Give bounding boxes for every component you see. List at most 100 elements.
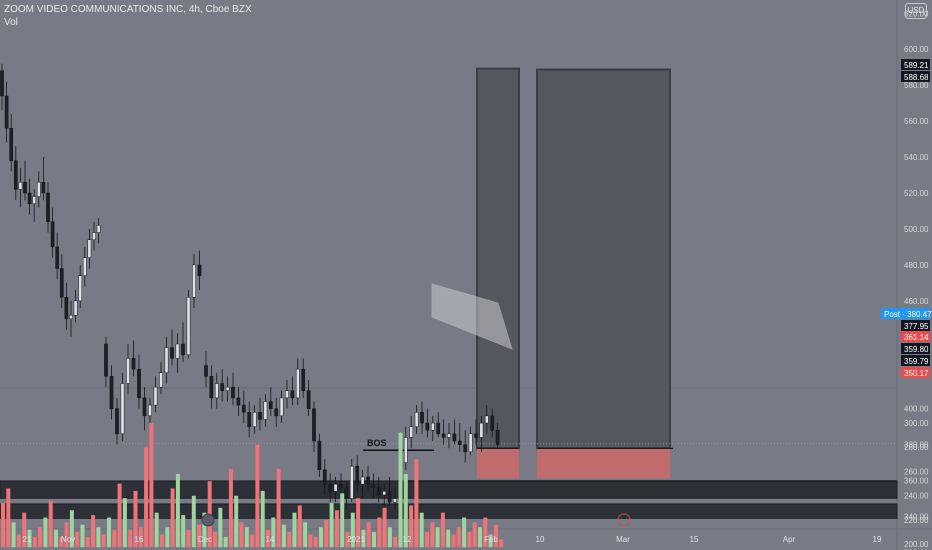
candle <box>142 397 147 417</box>
volume-bar <box>239 522 244 548</box>
volume-bar <box>48 500 53 548</box>
candle <box>420 412 424 424</box>
volume-bar <box>382 507 387 548</box>
candle <box>393 498 397 503</box>
candle <box>241 404 246 413</box>
candle <box>92 232 96 240</box>
candle <box>371 483 376 489</box>
earnings-marker-icon[interactable] <box>201 513 215 527</box>
candle <box>9 128 14 161</box>
future-earnings-icon[interactable] <box>617 513 631 527</box>
volume-bar <box>64 522 69 548</box>
volume-bar <box>398 432 403 548</box>
candle <box>322 469 327 485</box>
volume-bar <box>488 534 493 548</box>
volume-bar <box>80 524 85 548</box>
candle <box>409 426 414 438</box>
candle <box>366 476 370 485</box>
candle <box>153 386 158 406</box>
price-tick-label: 360.00 <box>904 477 929 486</box>
candle <box>495 429 500 445</box>
volume-bar <box>414 459 419 548</box>
candle <box>120 383 125 435</box>
volume-bar <box>276 469 281 548</box>
volume-bar <box>387 527 392 548</box>
volume-bar <box>499 539 504 548</box>
time-axis-label: 14 <box>266 535 275 544</box>
candle <box>479 422 484 438</box>
candle <box>474 433 478 438</box>
price-tick-label: 560.00 <box>904 117 929 126</box>
volume-bar <box>308 534 313 548</box>
candle <box>328 483 333 492</box>
price-tick-label: 340.00 <box>904 513 929 522</box>
price-tick-label: 520.00 <box>904 189 929 198</box>
volume-bar <box>324 519 329 548</box>
time-axis-label: Dec <box>198 535 212 544</box>
time-axis-label: Mar <box>616 535 630 544</box>
price-badge-label: 359.79 <box>904 357 929 366</box>
volume-bar <box>96 527 101 548</box>
candle <box>109 376 114 409</box>
candle <box>82 257 87 276</box>
price-tick-label: 480.00 <box>904 261 929 270</box>
volume-bar <box>144 447 149 548</box>
volume-bar <box>22 512 27 548</box>
volume-tick-label: 220.00 <box>904 516 929 525</box>
candle <box>87 239 92 258</box>
candle <box>312 408 316 442</box>
bos-label: BOS <box>367 438 387 448</box>
price-tick-label: 600.00 <box>904 45 929 54</box>
candle <box>225 386 230 391</box>
volume-bar <box>435 527 440 548</box>
currency-button[interactable]: USD <box>905 3 927 19</box>
candle <box>306 390 311 409</box>
volume-bar <box>27 529 32 548</box>
candle <box>159 372 163 388</box>
price-badge <box>901 331 930 342</box>
candle <box>18 181 23 190</box>
candle <box>382 491 387 496</box>
volume-bar <box>356 498 361 548</box>
time-axis-label: 15 <box>690 535 699 544</box>
volume-bar <box>493 524 498 548</box>
candle <box>126 358 130 384</box>
volume-bar <box>75 532 80 548</box>
candle <box>430 422 435 431</box>
time-axis-label: 2021 <box>347 535 365 544</box>
candle <box>333 483 338 492</box>
candle <box>164 347 169 373</box>
volume-bar <box>350 512 355 548</box>
wedge-pattern <box>431 283 513 350</box>
time-axis-label: Feb <box>484 535 498 544</box>
time-axis-label: 21 <box>23 535 32 544</box>
volume-bar <box>191 495 196 548</box>
candle <box>170 347 174 359</box>
volume-bar <box>54 529 58 548</box>
candle <box>55 246 60 269</box>
position-target-zone <box>536 68 671 450</box>
price-badge <box>901 355 930 366</box>
volume-bar <box>128 529 133 548</box>
price-tick-label: 540.00 <box>904 153 929 162</box>
volume-bar <box>69 510 74 548</box>
volume-label: Vol <box>4 17 18 28</box>
candle <box>490 415 495 431</box>
volume-bar <box>133 490 138 548</box>
volume-bar <box>329 502 334 548</box>
volume-bar <box>456 527 461 548</box>
candle <box>46 192 50 223</box>
candle <box>175 343 180 359</box>
candle <box>209 376 214 399</box>
volume-bar <box>255 444 260 548</box>
time-axis-label: 10 <box>536 535 545 544</box>
candle <box>441 433 446 438</box>
volume-bar <box>11 522 16 548</box>
position-stop-zone <box>477 448 519 479</box>
candle <box>355 465 360 485</box>
candle <box>274 408 279 417</box>
volume-bar <box>467 532 472 548</box>
volume-bar <box>38 527 43 548</box>
